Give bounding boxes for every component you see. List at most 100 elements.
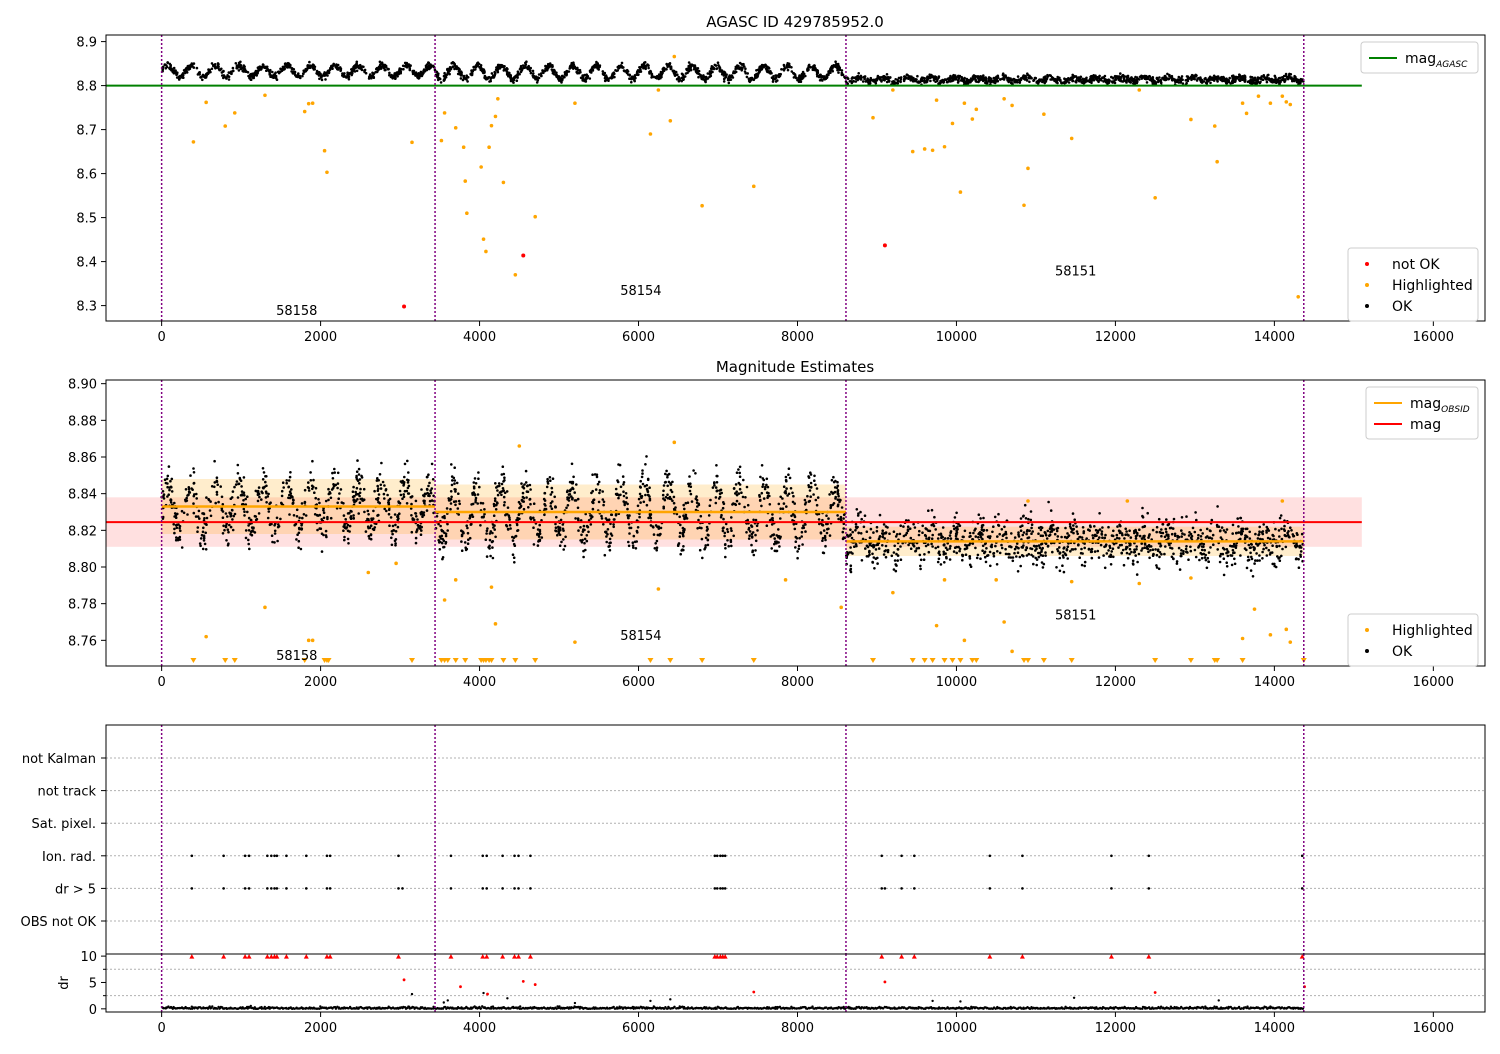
- ok-point: [201, 79, 204, 82]
- ok-point: [707, 534, 710, 537]
- ok-point: [525, 496, 528, 499]
- ok-point: [420, 71, 423, 74]
- ok-point: [451, 475, 454, 478]
- ok-point: [618, 67, 621, 70]
- ok-point: [376, 485, 379, 488]
- ok-point: [302, 69, 305, 72]
- ok-point: [565, 73, 568, 76]
- ok-point: [912, 77, 915, 80]
- ok-point: [397, 500, 400, 503]
- highlighted-point: [454, 126, 458, 130]
- ok-point: [380, 484, 383, 487]
- ok-point: [804, 530, 807, 533]
- ok-point: [320, 527, 323, 530]
- ok-point: [623, 495, 626, 498]
- ok-point: [211, 68, 214, 71]
- ok-point: [674, 506, 677, 509]
- ok-point: [376, 514, 379, 517]
- ok-point: [328, 491, 331, 494]
- ok-point: [202, 512, 205, 515]
- ok-point: [665, 470, 668, 473]
- ok-point: [801, 77, 804, 80]
- ok-point: [448, 70, 451, 73]
- ok-point: [472, 66, 475, 69]
- ok-point: [508, 516, 511, 519]
- ok-point: [287, 497, 290, 500]
- ok-point: [497, 71, 500, 74]
- ok-point: [730, 527, 733, 530]
- ok-point: [420, 529, 423, 532]
- ok-point: [996, 550, 999, 553]
- ok-point: [523, 483, 526, 486]
- highlighted-point: [1213, 124, 1217, 128]
- ok-point: [1148, 75, 1151, 78]
- ok-point: [790, 66, 793, 69]
- ok-point: [1241, 78, 1244, 81]
- ok-point: [999, 552, 1002, 555]
- ok-point: [1005, 537, 1008, 540]
- ok-point: [1178, 76, 1181, 79]
- ok-point: [664, 499, 667, 502]
- ok-point: [1166, 73, 1169, 76]
- ok-point: [166, 486, 169, 489]
- ok-point: [312, 65, 315, 68]
- ok-point: [550, 502, 553, 505]
- ok-point: [1030, 510, 1033, 513]
- ok-point: [374, 71, 377, 74]
- ok-point: [644, 494, 647, 497]
- ok-point: [821, 539, 824, 542]
- ok-point: [553, 496, 556, 499]
- ok-point: [788, 493, 791, 496]
- ok-point: [656, 540, 659, 543]
- ok-point: [694, 472, 697, 475]
- ok-point: [836, 481, 839, 484]
- ok-point: [915, 78, 918, 81]
- ok-point: [734, 503, 737, 506]
- ok-point: [716, 490, 719, 493]
- highlighted-point: [975, 108, 979, 112]
- ok-point: [862, 80, 865, 83]
- ok-point: [682, 535, 685, 538]
- ok-point: [738, 482, 741, 485]
- ok-point: [258, 66, 261, 69]
- ok-point: [919, 565, 922, 568]
- ok-point: [352, 490, 355, 493]
- ok-point: [197, 73, 200, 76]
- ok-point: [321, 550, 324, 553]
- ok-point: [413, 70, 416, 73]
- ok-point: [975, 80, 978, 83]
- ok-point: [363, 511, 366, 514]
- ok-point: [580, 534, 583, 537]
- ok-point: [164, 478, 167, 481]
- highlighted-point: [1010, 104, 1014, 108]
- ok-point: [225, 524, 228, 527]
- highlighted-point: [465, 211, 469, 215]
- ok-point: [950, 80, 953, 83]
- ok-point: [282, 66, 285, 69]
- ok-point: [420, 488, 423, 491]
- ok-point: [373, 76, 376, 79]
- highlighted-point: [935, 98, 939, 102]
- ok-point: [700, 515, 703, 518]
- ok-point: [186, 513, 189, 516]
- ok-point: [394, 524, 397, 527]
- ok-point: [353, 65, 356, 68]
- ok-point: [427, 493, 430, 496]
- ok-point: [632, 541, 635, 544]
- ok-point: [279, 518, 282, 521]
- ok-point: [383, 497, 386, 500]
- ok-point: [892, 82, 895, 85]
- ok-point: [715, 464, 718, 467]
- ok-point: [601, 490, 604, 493]
- ok-point: [196, 67, 199, 70]
- ok-point: [244, 498, 247, 501]
- ok-point: [295, 538, 298, 541]
- ok-point: [356, 459, 359, 462]
- ok-point: [457, 73, 460, 76]
- ok-point: [894, 81, 897, 84]
- ok-point: [458, 500, 461, 503]
- highlighted-point: [657, 88, 661, 92]
- ok-point: [170, 501, 173, 504]
- ok-point: [197, 526, 200, 529]
- ok-point: [404, 490, 407, 493]
